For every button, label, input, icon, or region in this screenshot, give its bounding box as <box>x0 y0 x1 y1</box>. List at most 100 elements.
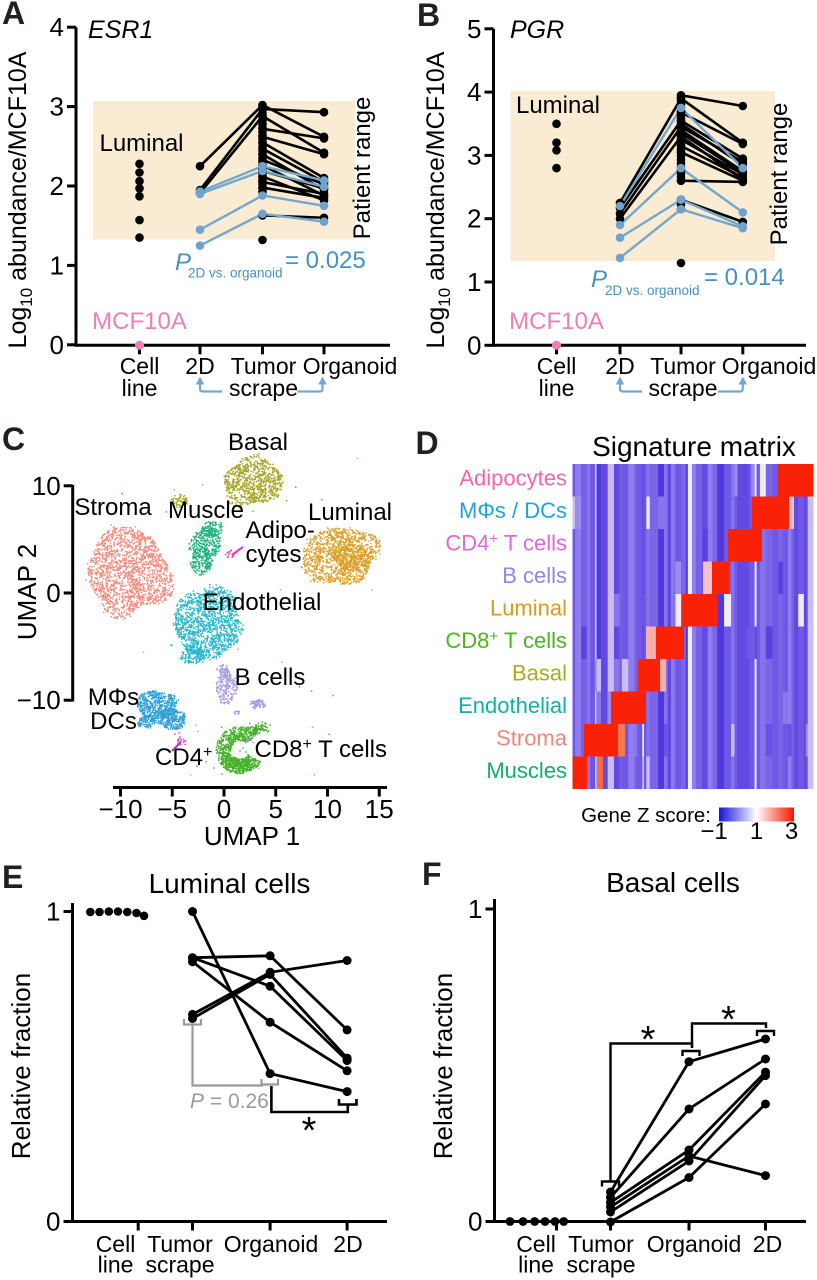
svg-text:Relative fraction: Relative fraction <box>6 973 36 1159</box>
svg-text:A: A <box>2 0 25 31</box>
svg-text:B cells: B cells <box>235 664 306 691</box>
svg-text:= 0.025: = 0.025 <box>285 247 366 274</box>
svg-text:CD8+ T cells: CD8+ T cells <box>445 628 567 653</box>
svg-text:Relative fraction: Relative fraction <box>428 973 458 1159</box>
svg-text:−10: −10 <box>17 685 61 715</box>
svg-text:Stroma: Stroma <box>496 725 568 750</box>
svg-text:0: 0 <box>46 578 60 608</box>
svg-text:3: 3 <box>50 92 64 122</box>
svg-text:Organoid: Organoid <box>303 353 398 379</box>
svg-text:Luminal cells: Luminal cells <box>149 868 311 899</box>
svg-text:4: 4 <box>467 77 481 107</box>
svg-text:2D: 2D <box>185 353 214 379</box>
svg-text:UMAP 2: UMAP 2 <box>12 544 42 640</box>
svg-text:3: 3 <box>785 818 798 845</box>
svg-text:P: P <box>175 249 191 276</box>
svg-text:−5: −5 <box>157 794 187 824</box>
svg-text:2D vs. organoid: 2D vs. organoid <box>188 266 283 281</box>
svg-text:3: 3 <box>467 140 481 170</box>
svg-text:Organoid: Organoid <box>647 1231 742 1257</box>
svg-text:10: 10 <box>313 794 342 824</box>
svg-text:*: * <box>641 1019 656 1061</box>
svg-text:DCs: DCs <box>90 708 137 735</box>
svg-text:10: 10 <box>32 471 61 501</box>
svg-text:Endothelial: Endothelial <box>458 693 567 718</box>
svg-text:Adipocytes: Adipocytes <box>459 465 567 490</box>
svg-text:P: P <box>591 266 607 293</box>
svg-text:Log10 abundance/MCF10A: Log10 abundance/MCF10A <box>4 51 36 348</box>
svg-text:Tumor: Tumor <box>147 1231 213 1257</box>
svg-text:2: 2 <box>467 204 481 234</box>
svg-text:CD8+ T cells: CD8+ T cells <box>255 736 388 763</box>
svg-text:Organoid: Organoid <box>722 353 817 379</box>
svg-text:Basal: Basal <box>512 660 567 685</box>
svg-text:Luminal: Luminal <box>99 130 183 157</box>
svg-text:1: 1 <box>46 897 60 927</box>
svg-text:2D: 2D <box>753 1231 782 1257</box>
svg-text:−10: −10 <box>98 794 142 824</box>
svg-text:Luminal: Luminal <box>516 92 600 119</box>
svg-text:Cell: Cell <box>96 1231 136 1257</box>
svg-text:Muscle: Muscle <box>168 497 244 524</box>
svg-text:cytes: cytes <box>246 541 302 568</box>
svg-text:−1: −1 <box>700 818 727 845</box>
svg-text:Basal cells: Basal cells <box>606 867 740 898</box>
svg-text:0: 0 <box>50 330 64 360</box>
svg-text:Muscles: Muscles <box>486 758 567 783</box>
svg-text:MΦs: MΦs <box>88 684 139 711</box>
svg-text:Basal: Basal <box>228 429 288 456</box>
svg-text:Tumor: Tumor <box>231 353 297 379</box>
svg-text:PGR: PGR <box>510 16 564 44</box>
svg-text:Patient range: Patient range <box>766 103 793 246</box>
svg-text:2D: 2D <box>605 353 634 379</box>
svg-text:Cell: Cell <box>537 353 577 379</box>
svg-text:Signature matrix: Signature matrix <box>592 431 796 462</box>
svg-text:Tumor: Tumor <box>650 353 716 379</box>
svg-text:0: 0 <box>468 1207 482 1237</box>
svg-text:5: 5 <box>467 14 481 44</box>
svg-text:F: F <box>422 856 442 892</box>
svg-text:1: 1 <box>467 267 481 297</box>
svg-text:*: * <box>721 999 736 1041</box>
svg-text:Tumor: Tumor <box>568 1231 634 1257</box>
svg-text:= 0.014: = 0.014 <box>704 264 785 291</box>
svg-text:B cells: B cells <box>502 563 567 588</box>
svg-text:CD4+: CD4+ <box>155 744 212 771</box>
svg-text:ESR1: ESR1 <box>88 16 153 44</box>
svg-text:2D vs. organoid: 2D vs. organoid <box>605 283 700 298</box>
svg-text:line: line <box>518 1252 554 1278</box>
svg-text:P = 0.26: P = 0.26 <box>190 1090 269 1113</box>
svg-text:CD4+ T cells: CD4+ T cells <box>445 530 567 555</box>
svg-text:line: line <box>122 375 158 401</box>
svg-text:scrape: scrape <box>145 1252 214 1278</box>
svg-text:5: 5 <box>269 794 283 824</box>
svg-text:1: 1 <box>750 818 763 845</box>
svg-text:scrape: scrape <box>566 1252 635 1278</box>
svg-text:2D: 2D <box>333 1231 362 1257</box>
svg-text:2: 2 <box>50 171 64 201</box>
svg-text:Organoid: Organoid <box>224 1231 319 1257</box>
svg-text:*: * <box>302 1110 317 1152</box>
svg-text:0: 0 <box>46 1207 60 1237</box>
svg-text:E: E <box>2 859 23 895</box>
svg-text:Log10 abundance/MCF10A: Log10 abundance/MCF10A <box>422 51 454 348</box>
svg-text:MΦs / DCs: MΦs / DCs <box>459 498 567 523</box>
svg-text:scrape: scrape <box>229 375 298 401</box>
svg-text:Cell: Cell <box>120 353 160 379</box>
svg-text:1: 1 <box>468 894 482 924</box>
svg-text:0: 0 <box>467 330 481 360</box>
svg-text:Stroma: Stroma <box>74 494 152 521</box>
svg-text:0: 0 <box>217 794 231 824</box>
svg-text:D: D <box>416 425 439 461</box>
svg-text:Luminal: Luminal <box>490 595 567 620</box>
svg-text:4: 4 <box>50 12 64 42</box>
svg-text:MCF10A: MCF10A <box>509 308 604 335</box>
svg-text:line: line <box>539 375 575 401</box>
svg-text:Endothelial: Endothelial <box>203 589 322 616</box>
svg-text:B: B <box>417 0 440 33</box>
svg-text:UMAP 1: UMAP 1 <box>204 821 300 851</box>
svg-text:Gene Z score:: Gene Z score: <box>581 804 711 827</box>
svg-text:Patient range: Patient range <box>349 97 376 240</box>
svg-text:Luminal: Luminal <box>308 499 392 526</box>
svg-text:Cell: Cell <box>516 1231 556 1257</box>
